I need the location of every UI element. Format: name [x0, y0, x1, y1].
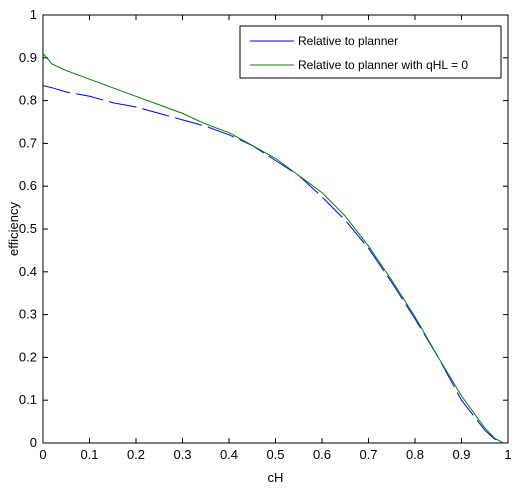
- x-tick-label: 0.2: [127, 447, 145, 462]
- legend-box: [239, 25, 502, 79]
- x-tick-label: 0.5: [266, 447, 284, 462]
- x-tick-label: 1: [504, 447, 511, 462]
- x-tick-label: 0.9: [452, 447, 470, 462]
- x-tick-label: 0.7: [359, 447, 377, 462]
- y-tick-label: 0.6: [19, 178, 37, 193]
- x-tick-label: 0.6: [313, 447, 331, 462]
- x-tick-label: 0.3: [173, 447, 191, 462]
- x-tick-label: 0: [39, 447, 46, 462]
- y-tick-label: 0.2: [19, 349, 37, 364]
- series-line-0: [42, 85, 504, 444]
- y-axis-label: efficiency: [6, 202, 21, 256]
- x-axis-label: cH: [268, 470, 284, 485]
- y-tick-label: 0.1: [19, 392, 37, 407]
- x-axis-ticks: 0 0.1 0.2 0.3 0.4 0.5 0.6 0.7 0.8 0.9 1: [39, 15, 512, 462]
- series-line-1: [42, 53, 504, 444]
- plot-frame: [42, 14, 509, 444]
- y-axis-ticks: 0 0.1 0.2 0.3 0.4 0.5 0.6 0.7 0.8 0.9 1: [19, 7, 508, 450]
- y-tick-label: 0.9: [19, 50, 37, 65]
- y-tick-label: 0.8: [19, 93, 37, 108]
- x-tick-label: 0.1: [80, 447, 98, 462]
- legend-label-relative-to-planner: Relative to planner: [298, 34, 398, 48]
- legend: Relative to planner Relative to planner …: [239, 25, 502, 79]
- y-tick-label: 0.5: [19, 221, 37, 236]
- x-tick-label: 0.8: [406, 447, 424, 462]
- y-tick-label: 1: [30, 7, 37, 22]
- y-tick-label: 0: [30, 435, 37, 450]
- y-tick-label: 0.4: [19, 264, 37, 279]
- x-tick-label: 0.4: [220, 447, 238, 462]
- plot-area: [42, 14, 509, 444]
- y-tick-label: 0.3: [19, 307, 37, 322]
- y-tick-label: 0.7: [19, 135, 37, 150]
- series-layer: [42, 53, 504, 444]
- legend-label-relative-to-planner-qhl0: Relative to planner with qHL = 0: [298, 58, 468, 72]
